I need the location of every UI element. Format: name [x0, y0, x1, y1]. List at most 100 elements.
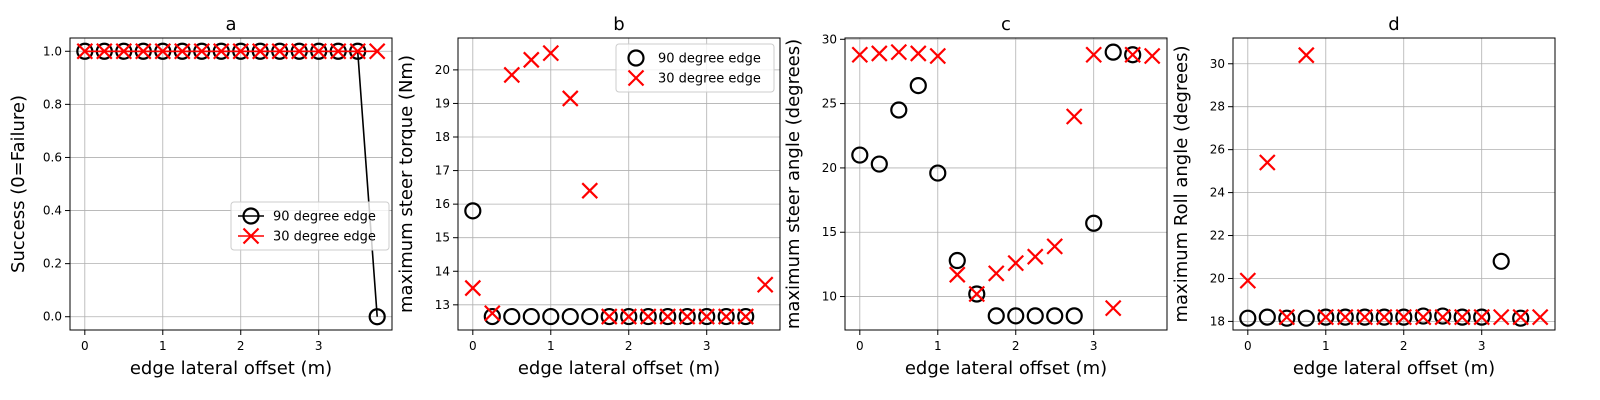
data-point-8-stroke-2: [620, 308, 638, 325]
y-tick-label-4: 30: [822, 32, 837, 46]
data-point-0-stroke-2: [851, 46, 869, 64]
data-point-13-stroke-2: [717, 308, 735, 325]
legend-label: 90 degree edge: [273, 210, 376, 225]
data-point-13: [717, 308, 735, 325]
data-point-2-stroke-2: [503, 66, 521, 84]
y-tick-label-0: 18: [1210, 314, 1225, 328]
data-point-6: [581, 307, 599, 326]
y-tick-label-0: 0.0: [43, 310, 62, 324]
legend-item-0: 90 degree edge: [238, 207, 376, 225]
data-point-5: [948, 251, 966, 270]
plot-frame: [69, 37, 393, 331]
data-point-10-stroke-2: [271, 42, 289, 60]
legend-marker: [242, 227, 260, 245]
data-point-10: [1434, 308, 1452, 326]
data-point-11: [1065, 108, 1083, 125]
data-point-9-stroke-2: [1026, 248, 1044, 265]
legend-item-0: 90 degree edge: [627, 49, 761, 67]
data-point-12: [1085, 46, 1102, 64]
data-point-1: [96, 42, 113, 60]
data-point-0: [76, 42, 94, 60]
data-point-5: [173, 42, 191, 60]
data-point-13: [1492, 308, 1510, 326]
x-tick-label-2: 2: [1012, 339, 1020, 353]
data-point-13-stroke-2: [1104, 299, 1122, 317]
series-line: [84, 50, 378, 317]
data-point-2: [1278, 308, 1296, 326]
data-point-4-stroke-2: [929, 47, 947, 65]
data-point-7: [600, 308, 618, 325]
data-point-3: [522, 307, 540, 326]
y-axis-label: maximum steer torque (Nm): [396, 55, 417, 313]
data-point-3: [910, 45, 927, 62]
y-axis-label: maximum Roll angle (degrees): [1171, 45, 1192, 322]
data-point-2: [890, 43, 908, 61]
legend-marker-stroke-2: [627, 69, 645, 87]
legend-label: 30 degree edge: [658, 72, 761, 87]
x-tick-label-3: 3: [1090, 339, 1098, 353]
data-point-6: [968, 285, 986, 303]
data-point-15-stroke-2: [1531, 308, 1549, 326]
data-point-11: [678, 307, 696, 326]
legend-box: [615, 43, 775, 93]
legend-box: [230, 201, 390, 251]
data-point-15: [756, 276, 774, 293]
data-point-12: [1473, 308, 1491, 326]
data-point-12-stroke-2: [1473, 308, 1490, 326]
data-point-10-stroke-2: [1434, 308, 1452, 326]
data-point-15: [368, 308, 386, 326]
data-point-13: [1104, 299, 1122, 317]
data-point-12: [698, 307, 716, 326]
data-point-4: [1317, 308, 1335, 326]
data-point-14-stroke-2: [1512, 308, 1529, 326]
y-tick-label-2: 15: [435, 231, 450, 245]
data-point-15-stroke-2: [1143, 47, 1161, 65]
data-point-3: [909, 76, 927, 95]
y-tick-label-2: 20: [822, 161, 837, 175]
data-point-8-stroke-2: [232, 42, 250, 60]
data-point-7: [987, 307, 1005, 325]
data-point-2: [503, 307, 521, 326]
chart-panel-d: 0 1 2 3 18 20 22 24 26 28 30 d edge lateral offset (…: [1171, 14, 1556, 379]
data-point-0: [464, 279, 482, 297]
plot-frame: [457, 37, 781, 331]
legend-marker: [627, 69, 645, 87]
data-point-1-stroke-2: [96, 42, 113, 60]
data-point-12: [698, 308, 715, 325]
x-tick-label-2: 2: [237, 339, 245, 353]
y-tick-label-3: 24: [1210, 186, 1225, 200]
data-point-9: [1414, 308, 1432, 326]
data-point-15: [1143, 47, 1161, 65]
data-point-12-stroke-2: [1085, 46, 1102, 64]
data-point-14: [737, 308, 754, 325]
data-point-7: [1375, 308, 1393, 326]
y-tick-label-3: 25: [822, 97, 837, 111]
data-point-15: [368, 42, 386, 60]
y-tick-label-2: 0.4: [43, 204, 62, 218]
data-point-12-stroke-2: [698, 308, 715, 325]
legend-label: 30 degree edge: [273, 230, 376, 245]
data-point-4: [929, 47, 947, 65]
series-x: [76, 42, 386, 60]
series-circle: [76, 42, 386, 326]
data-point-11-stroke-2: [678, 308, 696, 325]
y-tick-label-4: 26: [1210, 143, 1225, 157]
y-tick-label-4: 0.8: [43, 97, 62, 111]
y-tick-label-1: 14: [435, 264, 450, 278]
data-point-14: [1124, 46, 1142, 64]
data-point-5: [948, 266, 966, 283]
x-tick-label-3: 3: [1478, 339, 1486, 353]
data-point-7-stroke-2: [1375, 308, 1393, 326]
data-point-0: [851, 146, 869, 164]
chart-panel-b: 0 1 2 3 13 14 15 16 17 18 19 20 b edge lateral offset…: [396, 14, 781, 379]
data-point-10-stroke-2: [1046, 238, 1064, 255]
data-point-13: [1104, 43, 1122, 61]
data-point-5-stroke-2: [173, 42, 191, 60]
data-point-13: [329, 42, 347, 60]
legend-marker-stroke-2: [242, 227, 260, 245]
data-point-9-stroke-2: [639, 308, 657, 325]
legend: 90 degree edge 30 degree edge: [230, 201, 390, 251]
series-circle: [1239, 252, 1530, 327]
data-point-9: [1026, 307, 1044, 325]
data-point-13-stroke-2: [1492, 308, 1510, 326]
